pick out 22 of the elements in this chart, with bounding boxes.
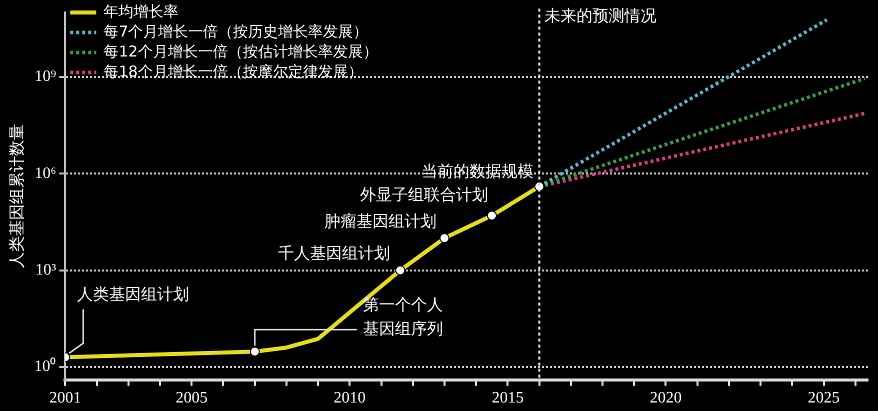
annotation: 肿瘤基因组计划	[324, 211, 436, 230]
x-tick-label: 2025	[808, 390, 840, 407]
x-tick-label: 2010	[334, 390, 366, 407]
y-tick-label: 10³	[35, 262, 56, 279]
y-tick-label: 10⁶	[34, 164, 56, 182]
x-tick-label: 2001	[49, 390, 82, 407]
ref-line-label: 未来的预测情况	[544, 6, 656, 25]
annotation: 第一个个人基因组序列	[362, 294, 443, 338]
x-tick-label: 2015	[492, 390, 524, 407]
x-tick-label: 2005	[176, 390, 208, 407]
legend-label: 每18个月增长一倍（按摩尔定律发展）	[104, 62, 363, 80]
legend-label: 每7个月增长一倍（按历史增长率发展）	[104, 22, 368, 40]
legend-label: 年均增长率	[104, 2, 179, 20]
x-tick-label: 2020	[650, 390, 682, 407]
annotation: 当前的数据规模	[421, 162, 534, 181]
y-tick-label: 10⁰	[34, 357, 56, 376]
annotation: 外显子组联合计划	[360, 184, 488, 204]
annotation: 千人基因组计划	[278, 243, 390, 262]
annotation: 人类基因组计划	[77, 284, 190, 304]
legend-label: 每12个月增长一倍（按估计增长率发展）	[104, 42, 378, 60]
y-axis-title: 人类基因组累计数量	[6, 124, 26, 268]
y-tick-label: 10⁹	[34, 68, 57, 86]
